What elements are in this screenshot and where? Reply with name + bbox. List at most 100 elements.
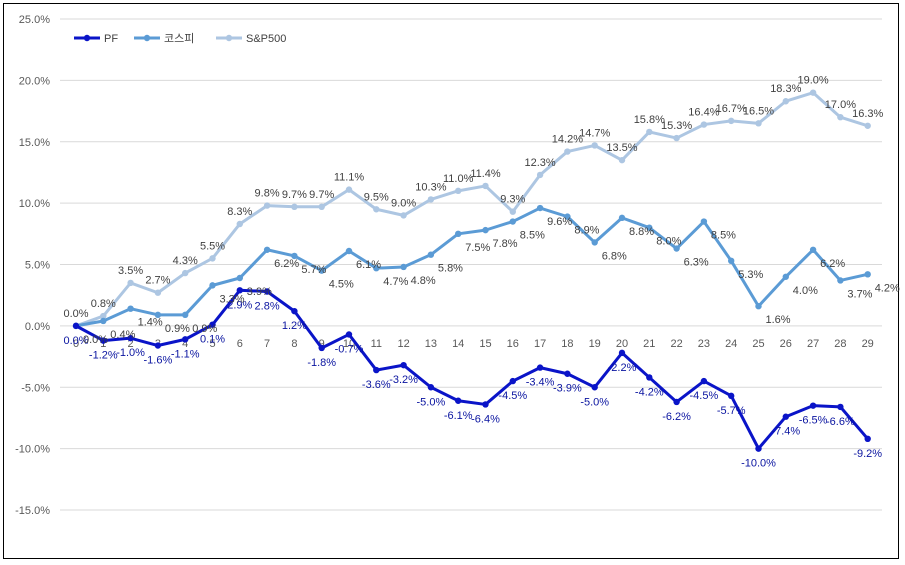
data-point	[728, 257, 735, 265]
data-label: 7.8%	[493, 238, 518, 250]
data-point	[864, 435, 871, 443]
data-point	[564, 213, 571, 220]
data-label: 6.2%	[820, 258, 845, 270]
data-label: -1.0%	[116, 347, 145, 359]
data-point	[263, 246, 271, 253]
x-tick-label: 17	[534, 338, 546, 350]
data-label: -1.8%	[307, 357, 336, 369]
data-label: 4.7%	[383, 276, 408, 288]
x-tick-label: 4	[182, 338, 188, 350]
data-label: -5.0%	[580, 396, 609, 408]
x-tick-label: 29	[862, 338, 874, 350]
data-label: -5.7%	[717, 405, 746, 417]
data-point	[618, 156, 626, 164]
data-label: 9.0%	[391, 197, 416, 209]
data-label: -5.0%	[417, 396, 446, 408]
data-label: 0.1%	[200, 334, 225, 346]
data-label: -4.5%	[498, 390, 527, 402]
data-label: 2.9%	[227, 299, 252, 311]
data-label: 9.5%	[364, 191, 389, 203]
data-label: 6.8%	[602, 250, 627, 262]
data-label: -9.2%	[853, 448, 882, 460]
data-label: 14.2%	[552, 134, 583, 146]
data-point	[182, 336, 189, 343]
data-label: 11.1%	[334, 172, 365, 184]
data-point	[427, 196, 435, 203]
chart-frame: 25.0% 20.0% 15.0% 10.0% 5.0% 0.0% -5.0% -10.0% -…	[3, 3, 900, 559]
data-point	[291, 307, 298, 315]
data-label: 8.9%	[574, 225, 599, 237]
data-label: 3.7%	[847, 288, 872, 300]
data-label: -10.0%	[741, 458, 776, 470]
data-point	[618, 214, 626, 222]
x-tick-label: 14	[452, 338, 464, 350]
data-label: 1.4%	[138, 317, 163, 329]
y-tick-label: 5.0%	[25, 260, 50, 272]
data-label: 4.0%	[793, 285, 818, 297]
data-point	[864, 271, 871, 278]
legend-label: 코스피	[164, 32, 194, 45]
data-label: 6.2%	[274, 258, 299, 270]
data-point	[482, 182, 489, 190]
data-label: 15.3%	[661, 120, 692, 132]
legend-item[interactable]: 코스피	[134, 32, 194, 45]
data-point	[755, 120, 762, 127]
data-point	[591, 142, 598, 149]
data-point	[482, 226, 489, 234]
y-axis-ticks: 25.0% 20.0% 15.0% 10.0% 5.0% 0.0% -5.0% -10.0% -…	[15, 14, 50, 517]
data-point	[345, 247, 353, 255]
data-point	[209, 255, 216, 262]
data-point	[345, 186, 353, 193]
legend-item[interactable]: PF	[74, 33, 118, 45]
x-tick-label: 15	[479, 338, 491, 350]
data-point	[755, 303, 762, 310]
data-label: -6.6%	[826, 416, 855, 428]
data-point	[837, 403, 844, 411]
data-label: -3.4%	[526, 377, 555, 389]
data-point	[809, 246, 817, 253]
data-label: 0.0%	[63, 335, 88, 347]
data-point	[373, 264, 380, 272]
data-point	[127, 334, 134, 342]
y-tick-label: 0.0%	[25, 321, 50, 333]
data-labels: 0.0%-1.2%-1.0%-1.6%-1.1%0.1%2.9% 2.8%1.2%…	[63, 75, 900, 470]
data-label: 5.7%	[301, 264, 326, 276]
x-tick-label: 11	[371, 338, 382, 350]
x-tick-label: 6	[237, 338, 243, 350]
data-point	[72, 322, 80, 330]
data-point	[291, 203, 298, 211]
series-line-kospi	[75, 206, 869, 328]
data-label: -1.6%	[144, 355, 173, 367]
legend-marker	[225, 34, 233, 42]
legend-item[interactable]: S&P500	[216, 33, 286, 45]
x-tick-label: 13	[425, 338, 437, 350]
data-point	[345, 331, 353, 338]
legend[interactable]: PF 코스피 S&P500	[74, 32, 286, 45]
data-label: -3.2%	[389, 374, 418, 386]
data-label: -6.1%	[444, 410, 473, 422]
data-label: 0.0%	[83, 334, 108, 346]
data-point	[700, 377, 708, 385]
data-label: 0.9%	[165, 323, 190, 335]
data-point	[509, 218, 516, 225]
data-label: 9.7%	[309, 189, 334, 201]
data-label: -0.7%	[335, 343, 364, 355]
x-tick-label: 22	[670, 338, 682, 350]
data-point	[209, 321, 216, 328]
x-tick-label: 21	[643, 338, 655, 350]
data-label: 9.7%	[282, 189, 307, 201]
data-label: 0.9%	[192, 323, 217, 335]
data-point	[427, 251, 435, 258]
data-label: -3.6%	[362, 379, 391, 391]
data-label: -7.4%	[771, 426, 800, 438]
data-label: -2.2%	[608, 362, 637, 374]
x-tick-label: 19	[589, 338, 601, 350]
data-label: 3.3%	[220, 293, 245, 305]
x-tick-label: 8	[291, 338, 297, 350]
data-label: 4.3%	[173, 255, 198, 267]
x-tick-label: 2	[128, 338, 134, 350]
data-label: 9.3%	[500, 194, 525, 206]
data-point	[591, 384, 598, 391]
data-label: 2.7%	[145, 275, 170, 287]
data-label: 11.0%	[443, 173, 474, 185]
